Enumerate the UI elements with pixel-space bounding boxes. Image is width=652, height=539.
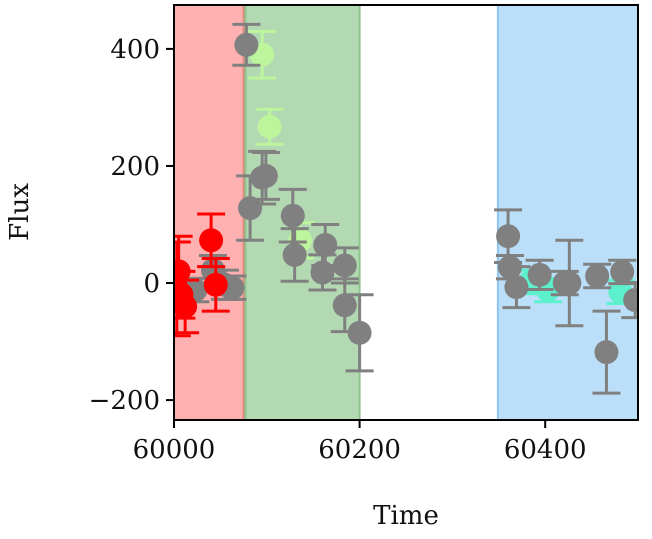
data-point bbox=[332, 253, 357, 278]
data-point bbox=[557, 271, 582, 296]
data-point bbox=[527, 262, 552, 287]
data-point bbox=[174, 259, 191, 284]
data-point bbox=[610, 259, 635, 284]
data-point bbox=[280, 203, 305, 228]
data-point bbox=[332, 293, 357, 318]
data-point bbox=[496, 224, 521, 249]
data-point bbox=[199, 228, 224, 253]
y-axis-label: Flux bbox=[5, 183, 35, 241]
y-tick-label: −200 bbox=[89, 386, 160, 416]
x-tick-label: 60200 bbox=[318, 435, 401, 465]
axes-frame bbox=[173, 4, 639, 421]
data-point bbox=[282, 242, 307, 267]
x-axis-label: Time bbox=[373, 501, 439, 531]
data-point bbox=[174, 294, 198, 319]
data-point bbox=[253, 163, 278, 188]
data-point bbox=[238, 196, 263, 221]
data-point bbox=[310, 260, 335, 285]
data-point bbox=[585, 264, 610, 289]
x-tick-label: 60400 bbox=[504, 435, 587, 465]
y-tick-label: 400 bbox=[110, 35, 160, 65]
data-point bbox=[257, 114, 282, 139]
data-point bbox=[347, 320, 372, 345]
data-point bbox=[623, 288, 638, 313]
data-point bbox=[497, 255, 522, 280]
data-point bbox=[313, 232, 338, 257]
data-point bbox=[234, 32, 259, 57]
y-tick-label: 200 bbox=[110, 152, 160, 182]
y-tick-label: 0 bbox=[143, 269, 160, 299]
data-point bbox=[594, 340, 619, 365]
x-tick-label: 60000 bbox=[133, 435, 216, 465]
data-point bbox=[203, 272, 228, 297]
data-point bbox=[504, 275, 529, 300]
plot-area bbox=[174, 5, 638, 420]
